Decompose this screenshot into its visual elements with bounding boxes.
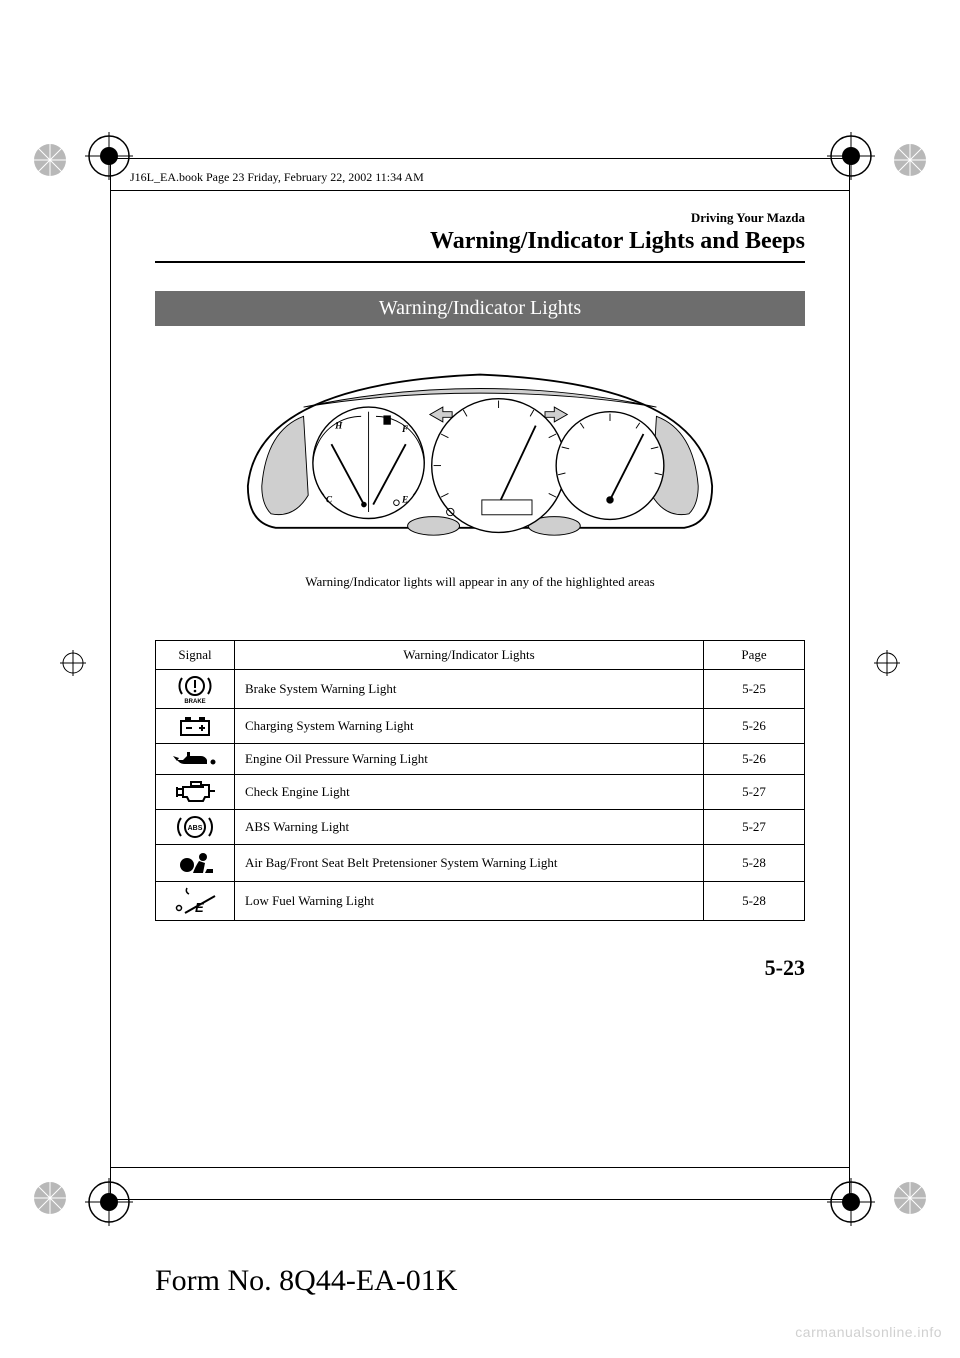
row-name: ABS Warning Light (235, 810, 704, 845)
th-page: Page (704, 641, 805, 670)
abs-icon: ABS (156, 810, 235, 845)
low-fuel-icon: E (156, 882, 235, 921)
print-header-text: J16L_EA.book Page 23 Friday, February 22… (130, 170, 424, 185)
register-mark-br (890, 1178, 930, 1218)
register-cross-ml (60, 650, 86, 676)
row-name: Air Bag/Front Seat Belt Pretensioner Sys… (235, 845, 704, 882)
title-rule (155, 261, 805, 263)
row-name: Brake System Warning Light (235, 670, 704, 709)
row-page: 5-27 (704, 810, 805, 845)
form-number: Form No. 8Q44-EA-01K (155, 1264, 457, 1298)
row-page: 5-28 (704, 845, 805, 882)
warning-lights-table: Signal Warning/Indicator Lights Page BRA… (155, 640, 805, 921)
register-mark-tr (890, 140, 930, 180)
page-number: 5-23 (155, 955, 805, 981)
brake-icon: BRAKE (156, 670, 235, 709)
th-name: Warning/Indicator Lights (235, 641, 704, 670)
svg-text:F: F (401, 425, 409, 435)
row-page: 5-25 (704, 670, 805, 709)
th-signal: Signal (156, 641, 235, 670)
instrument-cluster-figure: H C F E (155, 356, 805, 556)
subsection-band: Warning/Indicator Lights (155, 291, 805, 326)
svg-text:C: C (326, 496, 333, 506)
table-row: Air Bag/Front Seat Belt Pretensioner Sys… (156, 845, 805, 882)
row-page: 5-28 (704, 882, 805, 921)
section-title: Warning/Indicator Lights and Beeps (155, 228, 805, 255)
svg-text:E: E (401, 496, 408, 506)
airbag-icon (156, 845, 235, 882)
page-content: Driving Your Mazda Warning/Indicator Lig… (155, 210, 805, 981)
row-name: Check Engine Light (235, 775, 704, 810)
row-name: Engine Oil Pressure Warning Light (235, 744, 704, 775)
row-name: Low Fuel Warning Light (235, 882, 704, 921)
row-page: 5-26 (704, 709, 805, 744)
table-row: E Low Fuel Warning Light 5-28 (156, 882, 805, 921)
svg-text:BRAKE: BRAKE (184, 699, 205, 704)
row-page: 5-27 (704, 775, 805, 810)
table-row: Engine Oil Pressure Warning Light 5-26 (156, 744, 805, 775)
register-mark-bl (30, 1178, 70, 1218)
register-cross-mr (874, 650, 900, 676)
table-row: BRAKE Brake System Warning Light 5-25 (156, 670, 805, 709)
row-name: Charging System Warning Light (235, 709, 704, 744)
table-row: Check Engine Light 5-27 (156, 775, 805, 810)
table-row: ABS ABS Warning Light 5-27 (156, 810, 805, 845)
engine-icon (156, 775, 235, 810)
figure-caption: Warning/Indicator lights will appear in … (155, 574, 805, 590)
row-page: 5-26 (704, 744, 805, 775)
watermark-text: carmanualsonline.info (795, 1324, 942, 1340)
oil-icon (156, 744, 235, 775)
register-mark-tl (30, 140, 70, 180)
running-head: Driving Your Mazda (155, 210, 805, 226)
svg-text:ABS: ABS (188, 825, 203, 832)
battery-icon (156, 709, 235, 744)
crop-hline-top (110, 190, 850, 191)
table-row: Charging System Warning Light 5-26 (156, 709, 805, 744)
svg-text:H: H (334, 421, 343, 431)
crop-hline-bottom (110, 1167, 850, 1168)
